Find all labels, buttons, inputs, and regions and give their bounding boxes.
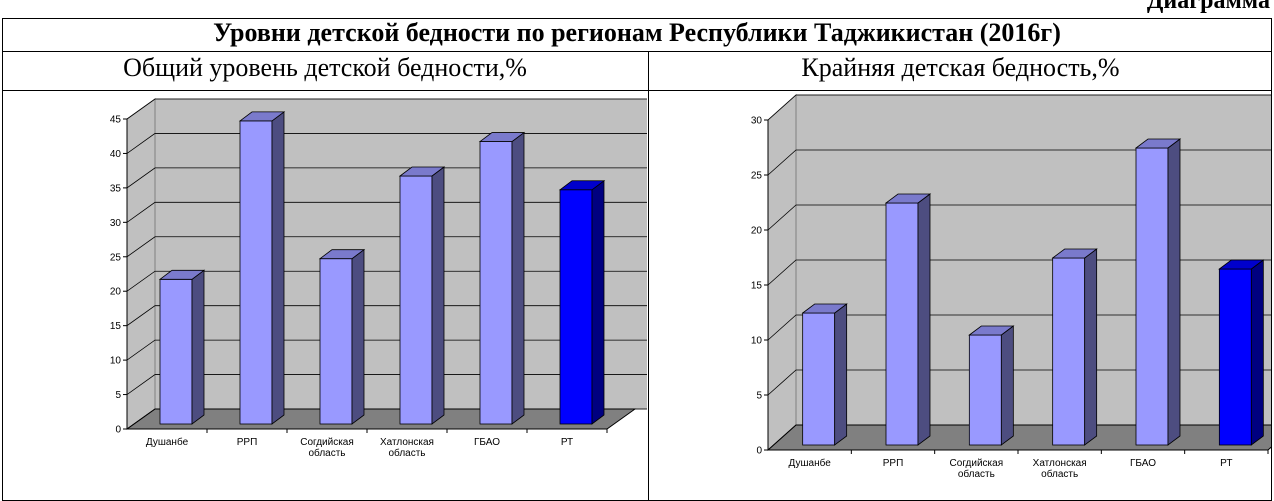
y-tick-label: 40 bbox=[110, 149, 122, 160]
bar-side bbox=[191, 269, 205, 425]
bar-side bbox=[351, 248, 365, 425]
chart: 0 5 10 15 20 25 30 Душанбе РРП Согдийская область Х… bbox=[751, 93, 1271, 480]
bar bbox=[479, 141, 513, 425]
y-tick-label: 30 bbox=[751, 116, 763, 127]
bar-top bbox=[318, 249, 366, 260]
bar-top bbox=[478, 132, 526, 142]
x-tick-label: Душанбе bbox=[789, 457, 832, 469]
y-tick-label: 5 bbox=[115, 390, 121, 401]
bar-side bbox=[591, 179, 605, 425]
x-tick-label: Хатлонская область bbox=[380, 437, 434, 459]
y-tick-label: 0 bbox=[756, 446, 762, 457]
bar-top bbox=[238, 111, 286, 122]
bar bbox=[239, 120, 273, 425]
bar-side bbox=[431, 166, 445, 425]
x-tick-label: Согдийская область bbox=[300, 437, 354, 459]
x-tick-label: ГБАО bbox=[474, 437, 500, 448]
bar-side bbox=[834, 303, 848, 446]
bar-top bbox=[884, 193, 932, 204]
chart-title: Крайняя детская бедность,% bbox=[801, 53, 1120, 82]
x-tick-label: РРП bbox=[883, 458, 904, 469]
bar bbox=[1135, 147, 1169, 446]
bar bbox=[559, 189, 593, 425]
bar bbox=[968, 334, 1002, 446]
y-tick-label: 25 bbox=[751, 171, 763, 182]
bar bbox=[1052, 257, 1086, 446]
y-tick-label: 45 bbox=[110, 115, 122, 126]
bar-top bbox=[801, 303, 848, 314]
y-tick-label: 5 bbox=[756, 391, 762, 402]
y-tick-label: 30 bbox=[110, 218, 122, 229]
bar-top bbox=[558, 180, 606, 191]
chart: 0 5 10 15 20 25 30 35 40 45 Душанбе РРП Согдийская об… bbox=[110, 98, 647, 459]
bar-top bbox=[1218, 259, 1265, 270]
x-tick-label: РТ bbox=[561, 437, 573, 448]
bar-side bbox=[1084, 248, 1098, 446]
side-wall bbox=[126, 98, 156, 430]
y-tick-label: 35 bbox=[110, 183, 122, 194]
bar bbox=[399, 175, 433, 425]
bar-side bbox=[1000, 325, 1014, 446]
bar-top bbox=[968, 325, 1015, 336]
bar bbox=[885, 202, 919, 446]
y-tick-label: 15 bbox=[110, 321, 122, 332]
bar-side bbox=[917, 193, 931, 446]
grid-line bbox=[126, 98, 647, 120]
y-tick-label: 20 bbox=[751, 226, 763, 237]
bar-side bbox=[1167, 138, 1181, 446]
bar-side bbox=[271, 111, 285, 425]
y-tick-label: 20 bbox=[110, 287, 122, 298]
y-tick-label: 15 bbox=[751, 281, 763, 292]
grid-line bbox=[767, 94, 1271, 121]
bar-side bbox=[1250, 259, 1264, 446]
x-tick-label: ГБАО bbox=[1130, 458, 1156, 469]
bar-top bbox=[398, 166, 446, 177]
bar bbox=[319, 258, 353, 425]
table-title: Уровни детской бедности по регионам Респ… bbox=[213, 18, 1061, 47]
bar-top bbox=[1051, 248, 1098, 259]
bar-top bbox=[158, 269, 206, 280]
x-tick-label: Согдийская область bbox=[950, 458, 1004, 480]
bar bbox=[1218, 268, 1252, 446]
bar-top bbox=[1134, 138, 1182, 149]
bar bbox=[802, 312, 836, 446]
x-tick-label: Душанбе bbox=[146, 436, 189, 448]
corner-label: Диаграмма bbox=[1146, 0, 1270, 14]
y-tick-label: 0 bbox=[115, 425, 121, 436]
y-tick-label: 25 bbox=[110, 252, 122, 263]
y-tick-label: 10 bbox=[751, 336, 763, 347]
bar-side bbox=[511, 131, 525, 425]
bar bbox=[159, 278, 193, 425]
x-tick-label: РТ bbox=[1220, 458, 1232, 469]
x-tick-label: Хатлонская область bbox=[1033, 458, 1087, 480]
x-tick-label: РРП bbox=[237, 437, 258, 448]
y-tick-label: 10 bbox=[110, 356, 122, 367]
chart-title: Общий уровень детской бедности,% bbox=[123, 53, 527, 82]
